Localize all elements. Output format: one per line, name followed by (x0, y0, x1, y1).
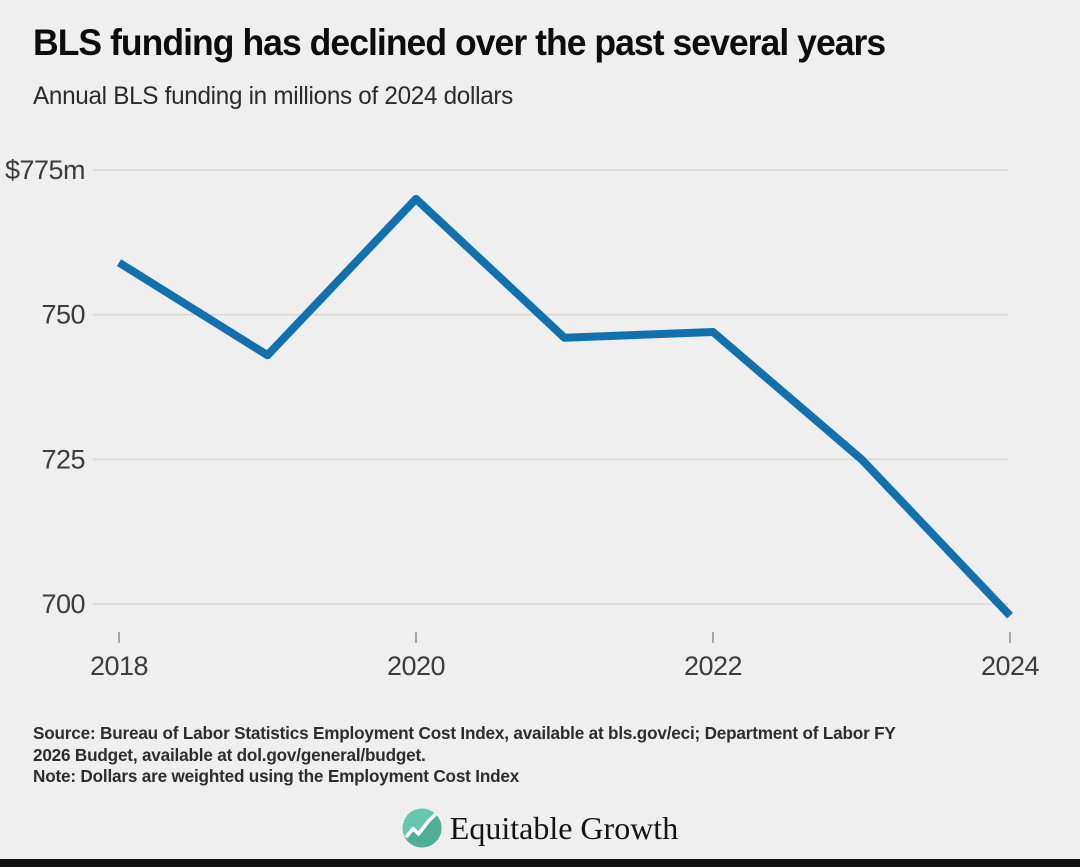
y-tick-label: 700 (41, 589, 85, 619)
x-tick-label: 2022 (684, 651, 742, 681)
x-tick-label: 2020 (387, 651, 445, 681)
source-line-2: 2026 Budget, available at dol.gov/genera… (33, 744, 426, 765)
source-line-1: Source: Bureau of Labor Statistics Emplo… (33, 723, 896, 743)
equitable-growth-logo: Equitable Growth (0, 808, 1080, 848)
funding-data-line (116, 194, 1013, 619)
page-title: BLS funding has declined over the past s… (33, 22, 886, 63)
source-note-block: Source: Bureau of Labor Statistics Emplo… (33, 723, 1003, 788)
y-tick-label: 750 (41, 300, 85, 330)
bottom-accent-bar (0, 859, 1080, 867)
note-line: Note: Dollars are weighted using the Emp… (33, 766, 520, 786)
y-tick-label: 725 (41, 444, 85, 474)
logo-wordmark: Equitable Growth (449, 809, 679, 846)
y-tick-label: $775m (5, 155, 85, 185)
growth-circle-icon (402, 808, 442, 848)
chart-subtitle: Annual BLS funding in millions of 2024 d… (33, 82, 514, 110)
x-tick-label: 2024 (981, 651, 1040, 681)
funding-line-chart: $775m 750 725 700 2018 2020 2022 2024 (5, 155, 1040, 681)
x-tick-label: 2018 (90, 651, 148, 681)
